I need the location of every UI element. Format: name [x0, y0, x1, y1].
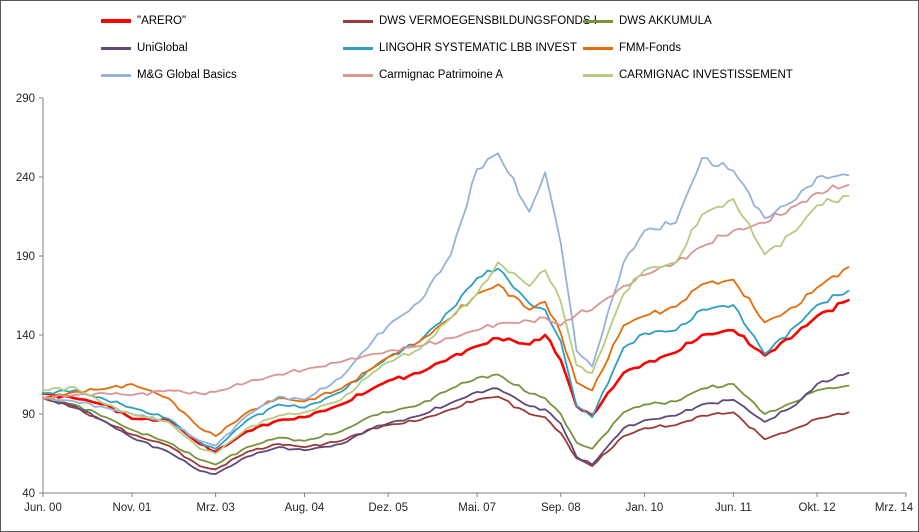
legend-label: UniGlobal	[137, 42, 188, 54]
legend-label: DWS AKKUMULA	[619, 15, 712, 27]
y-axis-tick-label: 90	[22, 409, 35, 421]
legend-label: CARMIGNAC INVESTISSEMENT	[619, 69, 793, 81]
legend-line-swatch	[101, 46, 131, 50]
y-axis-tick-label: 190	[16, 251, 35, 263]
legend-label: M&G Global Basics	[137, 69, 237, 81]
x-axis-tick-label: Mrz. 14	[875, 502, 914, 514]
legend-item-carmignac-investissement: CARMIGNAC INVESTISSEMENT	[583, 68, 793, 82]
x-axis-tick-label: Mrz. 03	[196, 502, 234, 514]
legend-item-dws-akkumula: DWS AKKUMULA	[583, 14, 712, 28]
legend-item-mg-global-basics: M&G Global Basics	[101, 68, 237, 82]
legend-item-arero: "ARERO"	[101, 14, 186, 28]
legend-item-carmignac-patrimoine: Carmignac Patrimoine A	[343, 68, 503, 82]
legend-item-dws-vermoegensbildungsfonds: DWS VERMOEGENSBILDUNGSFONDS I	[343, 14, 597, 28]
legend-line-swatch	[101, 73, 131, 77]
legend-label: FMM-Fonds	[619, 42, 681, 54]
x-axis-tick-label: Sep. 08	[541, 502, 581, 514]
series-line-2	[42, 373, 850, 466]
legend-line-swatch	[343, 46, 373, 50]
legend-label: LINGOHR SYSTEMATIC LBB INVEST	[379, 42, 577, 54]
x-axis-tick-label: Okt. 12	[799, 502, 836, 514]
x-axis-tick-label: Dez. 05	[368, 502, 408, 514]
legend-label: Carmignac Patrimoine A	[379, 69, 503, 81]
y-axis-tick-label: 140	[16, 330, 35, 342]
y-axis-tick-label: 40	[22, 488, 35, 500]
x-axis-tick-label: Jun. 11	[715, 502, 752, 514]
legend-item-uniglobal: UniGlobal	[101, 41, 188, 55]
series-line-1	[42, 395, 850, 471]
series-line-5	[42, 266, 850, 438]
x-axis-tick-label: Jan. 10	[626, 502, 664, 514]
legend-line-swatch	[101, 19, 131, 23]
legend-label: DWS VERMOEGENSBILDUNGSFONDS I	[379, 15, 597, 27]
legend-line-swatch	[583, 73, 613, 77]
x-axis-tick-label: Aug. 04	[285, 502, 325, 514]
series-line-7	[42, 183, 850, 400]
x-axis-tick-label: Jun. 00	[24, 502, 62, 514]
series-line-8	[42, 195, 850, 455]
legend-item-lingohr-systematic: LINGOHR SYSTEMATIC LBB INVEST	[343, 41, 577, 55]
series-line-4	[42, 267, 850, 450]
legend-line-swatch	[343, 73, 373, 77]
legend-line-swatch	[343, 19, 373, 23]
y-axis-tick-label: 290	[16, 93, 35, 105]
x-axis-tick-label: Nov. 01	[113, 502, 152, 514]
series-line-3	[42, 371, 850, 475]
legend-item-fmm-fonds: FMM-Fonds	[583, 41, 681, 55]
legend-line-swatch	[583, 19, 613, 23]
legend-line-swatch	[583, 46, 613, 50]
y-axis-tick-label: 240	[16, 172, 35, 184]
series-line-6	[42, 152, 850, 447]
legend-label: "ARERO"	[137, 15, 187, 27]
x-axis-tick-label: Mai. 07	[458, 502, 496, 514]
